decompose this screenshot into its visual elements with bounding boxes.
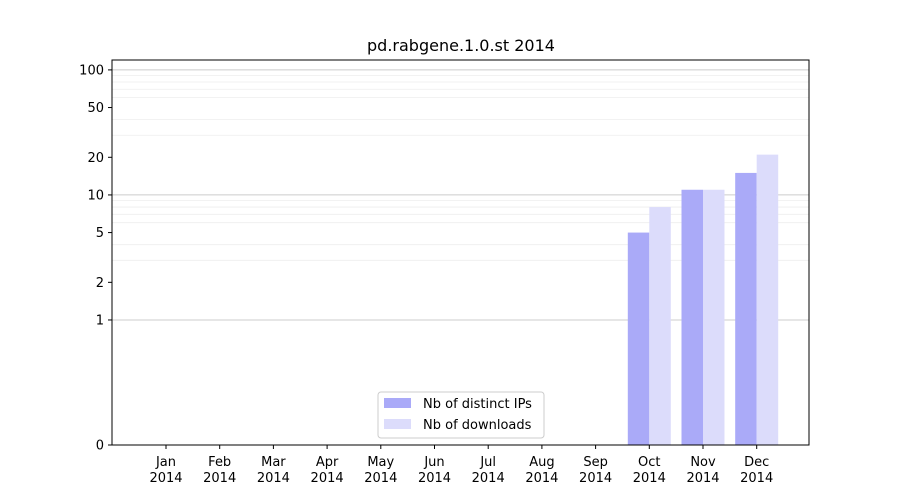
legend-box: [377, 391, 545, 439]
bar: [681, 189, 703, 445]
x-tick-label-year: 2014: [472, 471, 505, 486]
x-tick-label: Feb: [208, 455, 231, 470]
legend-label: Nb of distinct IPs: [423, 397, 532, 412]
legend-label: Nb of downloads: [423, 418, 532, 433]
x-tick-label-year: 2014: [740, 471, 773, 486]
x-tick-label-year: 2014: [686, 471, 719, 486]
bar: [649, 207, 671, 445]
bar: [756, 154, 779, 446]
x-tick-label: Jan: [155, 455, 176, 470]
bar: [735, 172, 757, 445]
x-tick-label-year: 2014: [418, 471, 451, 486]
y-tick-label: 1: [96, 313, 104, 328]
x-tick-label-year: 2014: [525, 471, 558, 486]
y-tick-label: 20: [87, 151, 104, 166]
x-tick-label-year: 2014: [579, 471, 612, 486]
legend-swatch: [384, 398, 411, 408]
y-tick-label: 5: [96, 226, 104, 241]
bars: [627, 154, 779, 446]
x-tick-label-year: 2014: [364, 471, 397, 486]
x-tick-label-year: 2014: [257, 471, 290, 486]
x-tick-label: Dec: [744, 455, 769, 470]
x-tick-label: Apr: [316, 455, 339, 470]
x-tick-label: Aug: [529, 455, 554, 470]
x-tick-label: Jul: [479, 455, 496, 470]
y-tick-label: 50: [87, 101, 104, 116]
x-axis: Jan2014Feb2014Mar2014Apr2014May2014Jun20…: [149, 445, 773, 486]
x-tick-label: Mar: [261, 455, 286, 470]
bar: [703, 189, 725, 445]
x-tick-label-year: 2014: [203, 471, 236, 486]
y-tick-label: 0: [96, 439, 104, 454]
x-tick-label: Nov: [690, 455, 716, 470]
x-tick-label-year: 2014: [311, 471, 344, 486]
legend: Nb of distinct IPs Nb of downloads: [377, 391, 545, 439]
y-tick-label: 10: [87, 188, 104, 203]
bar: [627, 232, 650, 445]
x-tick-label-year: 2014: [633, 471, 666, 486]
x-tick-label: May: [367, 455, 394, 470]
legend-swatch: [384, 419, 411, 429]
x-tick-label: Sep: [583, 455, 608, 470]
chart-title: pd.rabgene.1.0.st 2014: [367, 36, 555, 55]
y-axis: 0 1 2 5 10 20 50 100: [79, 63, 112, 454]
x-tick-label: Jun: [423, 455, 444, 470]
x-tick-label-year: 2014: [149, 471, 182, 486]
y-tick-label: 100: [79, 63, 104, 78]
plot-frame: [111, 59, 810, 446]
x-tick-label: Oct: [638, 455, 660, 470]
y-tick-label: 2: [96, 276, 104, 291]
